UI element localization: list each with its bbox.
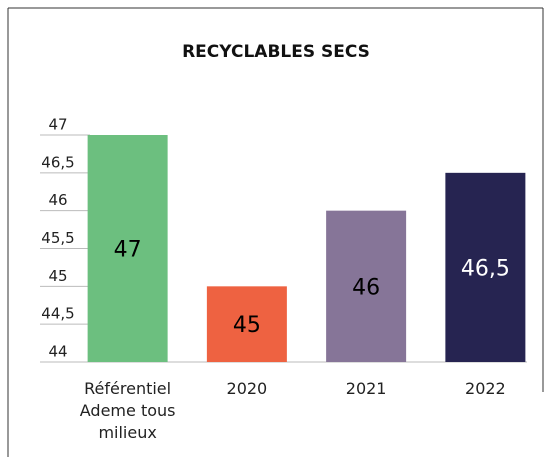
bar — [87, 135, 168, 362]
bar — [326, 210, 407, 362]
x-tick-label: 2022 — [465, 379, 506, 398]
y-tick-label: 46 — [48, 191, 67, 209]
x-tick-label: 2021 — [345, 379, 387, 398]
x-tick-label: Référentiel Ademe tous milieux — [79, 379, 176, 442]
value-label: 46 — [352, 275, 380, 300]
value-label: 46,5 — [461, 256, 510, 281]
bar — [445, 172, 526, 362]
x-tick-label: 2020 — [226, 379, 268, 398]
y-tick-label: 47 — [48, 116, 67, 134]
y-tick-label: 44,5 — [41, 305, 74, 323]
bar — [206, 286, 287, 362]
y-tick-label: 45,5 — [41, 229, 74, 247]
y-tick-label: 44 — [48, 343, 67, 361]
chart-title: RECYCLABLES SECS — [182, 42, 370, 62]
y-tick-label: 45 — [48, 267, 67, 285]
value-label: 45 — [233, 313, 261, 338]
value-label: 47 — [114, 238, 142, 263]
y-tick-label: 46,5 — [41, 153, 74, 171]
